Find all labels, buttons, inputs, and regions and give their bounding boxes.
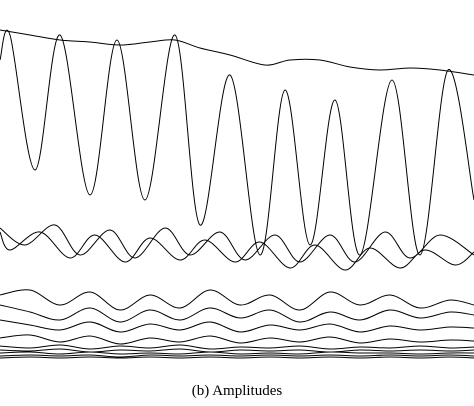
series-line bbox=[0, 224, 474, 263]
plot-area bbox=[0, 29, 474, 359]
series-line bbox=[0, 351, 474, 355]
series-line bbox=[0, 319, 474, 333]
series-line bbox=[0, 30, 474, 256]
series-line bbox=[0, 348, 474, 353]
series-line bbox=[0, 231, 474, 271]
series-line bbox=[0, 304, 474, 323]
series-line bbox=[0, 29, 474, 76]
series-line bbox=[0, 334, 474, 345]
series-line bbox=[0, 356, 474, 359]
series-line bbox=[0, 344, 474, 350]
series-line bbox=[0, 289, 474, 311]
series-line bbox=[0, 354, 474, 358]
caption: (b) Amplitudes bbox=[192, 383, 283, 399]
